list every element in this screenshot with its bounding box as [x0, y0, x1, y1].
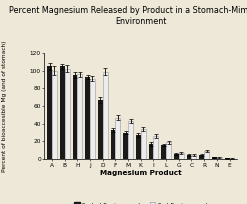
Legend: Fasted Environment, Fed Environment: Fasted Environment, Fed Environment: [74, 202, 207, 204]
Bar: [191, 155, 196, 159]
Bar: [225, 158, 229, 159]
Bar: [73, 75, 77, 159]
Bar: [103, 72, 108, 159]
Bar: [166, 142, 171, 159]
Bar: [204, 151, 209, 159]
Bar: [60, 66, 65, 159]
Bar: [149, 144, 153, 159]
Bar: [65, 69, 70, 159]
Bar: [52, 71, 57, 159]
Bar: [98, 100, 103, 159]
Bar: [229, 158, 234, 159]
Bar: [128, 121, 133, 159]
Bar: [123, 133, 128, 159]
Bar: [161, 145, 166, 159]
Bar: [90, 79, 95, 159]
Text: Percent of bioaccesible Mg (and of stomach): Percent of bioaccesible Mg (and of stoma…: [2, 40, 7, 172]
Bar: [141, 129, 145, 159]
Bar: [77, 74, 82, 159]
Bar: [179, 153, 184, 159]
Text: Percent Magnesium Released by Product in a Stomach-Mimicking
Environment: Percent Magnesium Released by Product in…: [9, 6, 247, 26]
Bar: [217, 157, 222, 159]
Bar: [174, 154, 179, 159]
Bar: [47, 66, 52, 159]
Bar: [115, 118, 120, 159]
Bar: [153, 136, 158, 159]
Bar: [187, 155, 191, 159]
Bar: [111, 130, 115, 159]
Bar: [136, 135, 141, 159]
Bar: [85, 77, 90, 159]
Bar: [199, 155, 204, 159]
Bar: [212, 157, 217, 159]
X-axis label: Magnesium Product: Magnesium Product: [100, 170, 182, 176]
